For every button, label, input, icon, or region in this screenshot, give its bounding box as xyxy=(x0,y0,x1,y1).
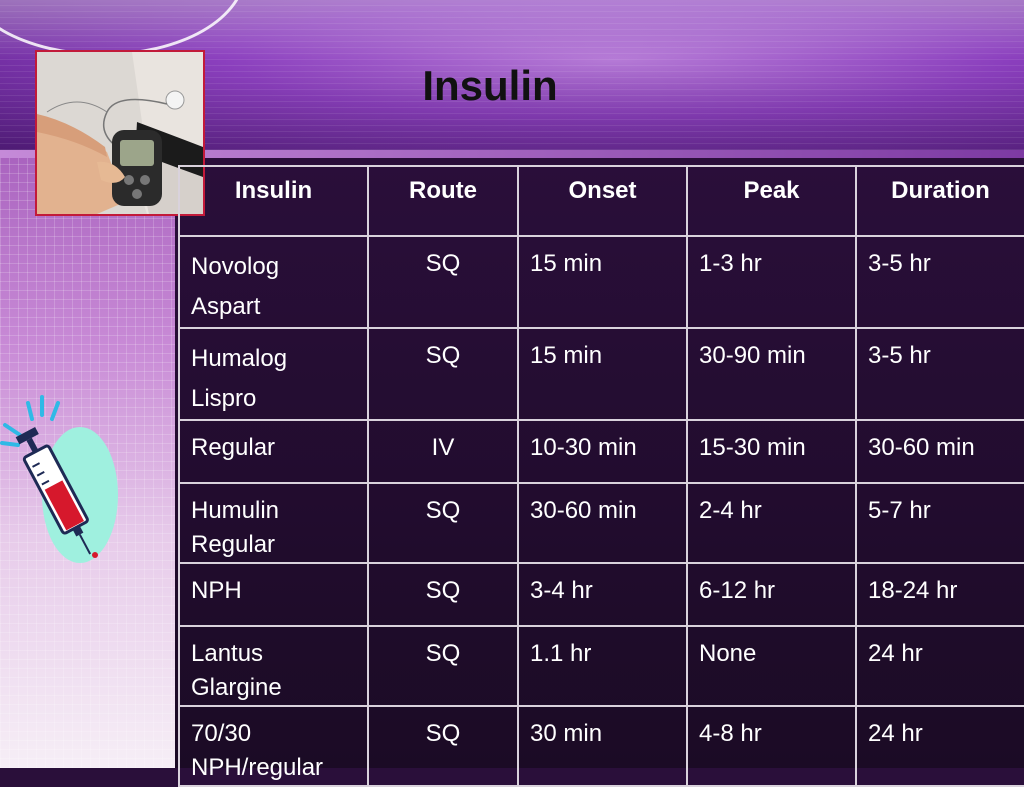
table-row: 70/30 NPH/regular SQ 30 min 4-8 hr 24 hr xyxy=(178,705,1024,787)
onset-cell: 3-4 hr xyxy=(517,562,688,627)
onset-cell: 15 min xyxy=(517,327,688,421)
table-row: Lantus Glargine SQ 1.1 hr None 24 hr xyxy=(178,625,1024,707)
insulin-name-line: Humulin xyxy=(191,497,280,524)
insulin-name-line: Regular xyxy=(191,434,276,461)
insulin-name-cell: 70/30 NPH/regular xyxy=(178,705,369,787)
duration-cell: 30-60 min xyxy=(855,419,1024,484)
insulin-pump-photo xyxy=(35,50,205,216)
peak-cell: 4-8 hr xyxy=(686,705,857,787)
slide-title: Insulin xyxy=(422,62,558,109)
table-header-row: Insulin Route Onset Peak Duration xyxy=(178,165,1024,237)
insulin-name-line: Humalog xyxy=(191,345,288,372)
insulin-name-line: Aspart xyxy=(191,293,261,320)
insulin-name-cell: Novolog Aspart xyxy=(178,235,369,329)
insulin-name-cell: Humulin Regular xyxy=(178,482,369,564)
table-row: NPH SQ 3-4 hr 6-12 hr 18-24 hr xyxy=(178,562,1024,627)
insulin-name-line: 70/30 xyxy=(191,720,252,747)
route-cell: SQ xyxy=(367,482,519,564)
onset-cell: 30-60 min xyxy=(517,482,688,564)
column-header-insulin: Insulin xyxy=(178,165,369,237)
column-header-route: Route xyxy=(367,165,519,237)
insulin-name-line: Glargine xyxy=(191,674,282,701)
route-cell: SQ xyxy=(367,235,519,329)
syringe-icon xyxy=(0,395,125,570)
peak-cell: 1-3 hr xyxy=(686,235,857,329)
column-header-onset: Onset xyxy=(517,165,688,237)
insulin-name-line: Regular xyxy=(191,531,276,558)
onset-cell: 30 min xyxy=(517,705,688,787)
duration-cell: 24 hr xyxy=(855,625,1024,707)
duration-cell: 18-24 hr xyxy=(855,562,1024,627)
route-cell: SQ xyxy=(367,625,519,707)
table-row: Humulin Regular SQ 30-60 min 2-4 hr 5-7 h… xyxy=(178,482,1024,564)
insulin-table: Insulin Route Onset Peak Duration Novolo… xyxy=(178,165,1024,787)
insulin-name-line: Lantus xyxy=(191,640,264,667)
column-header-peak: Peak xyxy=(686,165,857,237)
table-row: Regular IV 10-30 min 15-30 min 30-60 min xyxy=(178,419,1024,484)
table-row: Novolog Aspart SQ 15 min 1-3 hr 3-5 hr xyxy=(178,235,1024,329)
insulin-name-cell: Lantus Glargine xyxy=(178,625,369,707)
table-row: Humalog Lispro SQ 15 min 30-90 min 3-5 hr xyxy=(178,327,1024,421)
insulin-name-cell: NPH xyxy=(178,562,369,627)
insulin-name-cell: Regular xyxy=(178,419,369,484)
insulin-name-cell: Humalog Lispro xyxy=(178,327,369,421)
insulin-name-line: Lispro xyxy=(191,385,257,412)
peak-cell: 30-90 min xyxy=(686,327,857,421)
onset-cell: 10-30 min xyxy=(517,419,688,484)
header-divider xyxy=(0,150,1024,158)
peak-cell: 15-30 min xyxy=(686,419,857,484)
route-cell: SQ xyxy=(367,562,519,627)
duration-cell: 3-5 hr xyxy=(855,235,1024,329)
duration-cell: 24 hr xyxy=(855,705,1024,787)
onset-cell: 15 min xyxy=(517,235,688,329)
peak-cell: None xyxy=(686,625,857,707)
insulin-name-line: NPH xyxy=(191,577,242,604)
duration-cell: 5-7 hr xyxy=(855,482,1024,564)
onset-cell: 1.1 hr xyxy=(517,625,688,707)
peak-cell: 6-12 hr xyxy=(686,562,857,627)
insulin-name-line: Novolog xyxy=(191,253,280,280)
route-cell: IV xyxy=(367,419,519,484)
column-header-duration: Duration xyxy=(855,165,1024,237)
route-cell: SQ xyxy=(367,327,519,421)
route-cell: SQ xyxy=(367,705,519,787)
duration-cell: 3-5 hr xyxy=(855,327,1024,421)
peak-cell: 2-4 hr xyxy=(686,482,857,564)
